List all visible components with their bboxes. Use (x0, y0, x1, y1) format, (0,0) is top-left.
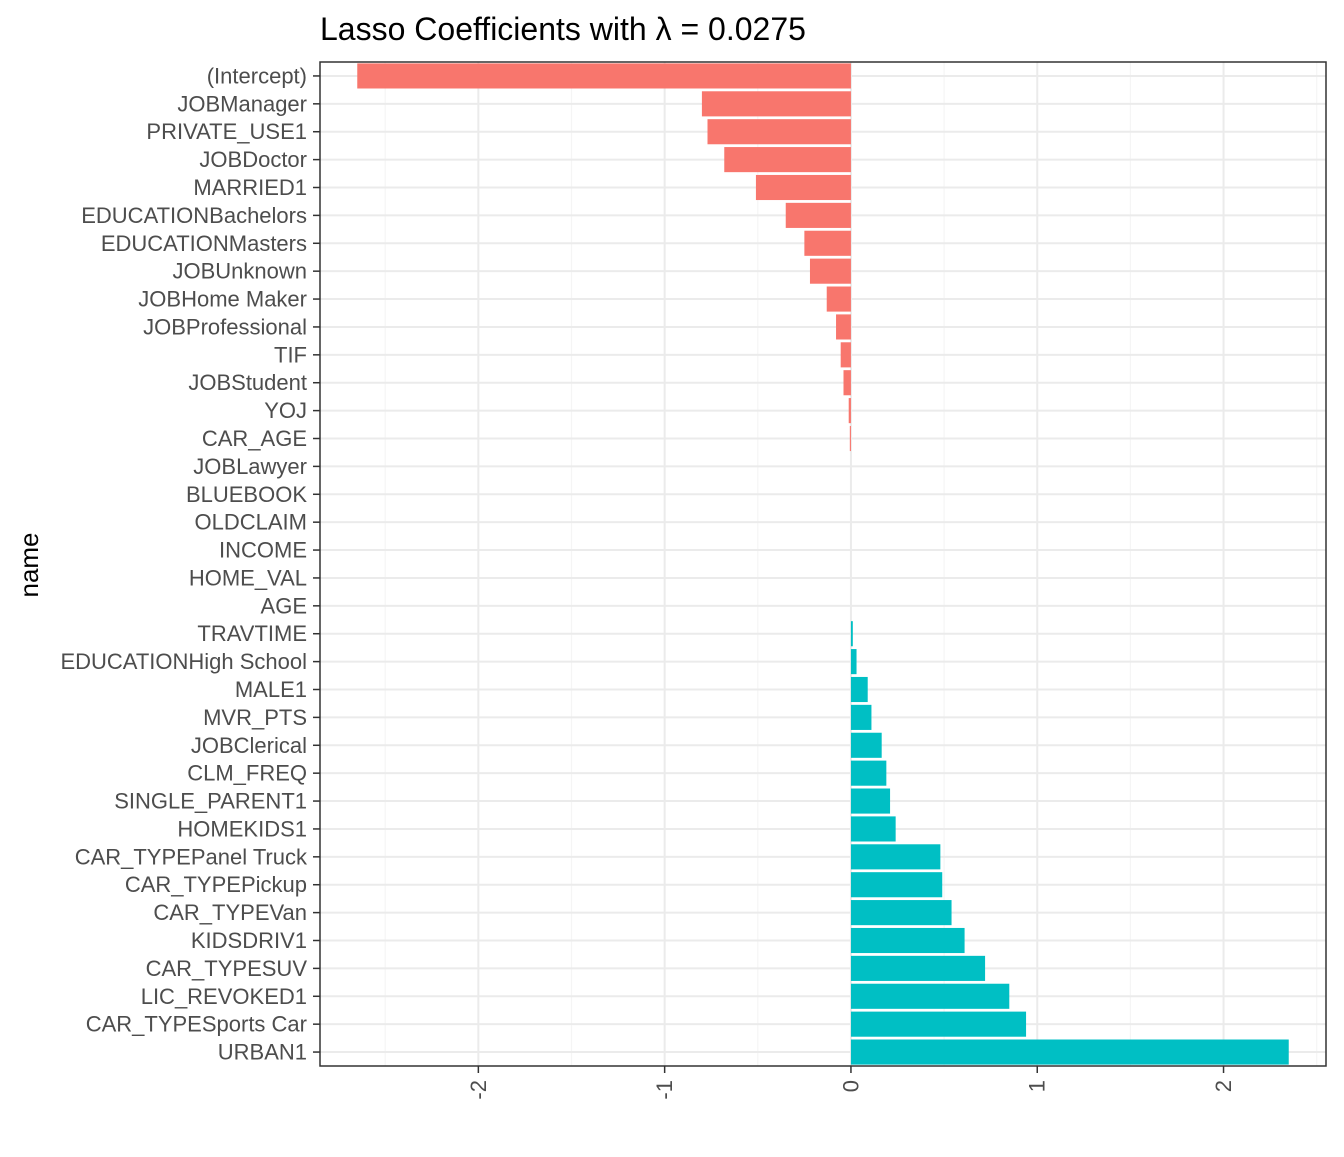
y-tick-label: URBAN1 (218, 1040, 307, 1065)
y-tick-label: TRAVTIME (197, 621, 307, 646)
bar (850, 900, 952, 926)
chart-title: Lasso Coefficients with λ = 0.0275 (320, 11, 806, 47)
y-tick-label: CAR_TYPEVan (153, 900, 307, 925)
bar (849, 425, 851, 452)
y-tick-label: CAR_AGE (202, 426, 307, 451)
y-tick-label: MARRIED1 (193, 175, 307, 200)
bar (850, 1039, 1289, 1065)
bar (785, 202, 851, 228)
bar (850, 704, 872, 730)
y-tick-label: JOBDoctor (199, 147, 307, 172)
bar (850, 872, 943, 898)
y-tick-label: CAR_TYPESUV (146, 956, 308, 981)
y-tick-label: MVR_PTS (203, 705, 307, 730)
x-tick-label: 0 (838, 1080, 863, 1092)
y-tick-label: JOBClerical (191, 733, 307, 758)
bar (724, 147, 851, 173)
y-tick-label: CAR_TYPEPanel Truck (75, 844, 308, 869)
y-tick-label: BLUEBOOK (186, 482, 307, 507)
panel-background (320, 62, 1326, 1066)
bar (850, 788, 891, 814)
bar (701, 91, 851, 117)
bar (850, 844, 941, 870)
bar (850, 955, 986, 981)
y-tick-label: JOBUnknown (172, 259, 307, 284)
bar (836, 314, 851, 340)
bar (707, 119, 851, 145)
bar (840, 342, 851, 368)
bar (850, 621, 853, 647)
y-tick-label: JOBManager (177, 91, 307, 116)
y-tick-label: KIDSDRIV1 (191, 928, 307, 953)
bar (850, 732, 882, 758)
bar (804, 230, 851, 256)
plot-panel: (Intercept) JOBManager PRIVATE_USE1 JOBDoct… (60, 61, 1327, 1100)
y-tick-label: JOBStudent (188, 370, 307, 395)
y-tick-label: PRIVATE_USE1 (146, 119, 307, 144)
y-tick-label: (Intercept) (207, 63, 307, 88)
y-tick-label: EDUCATIONMasters (101, 231, 307, 256)
y-tick-label: OLDCLAIM (195, 510, 307, 535)
bar (850, 983, 1010, 1009)
panel-border (319, 61, 1327, 1067)
y-tick-label: SINGLE_PARENT1 (114, 789, 307, 814)
bar (755, 174, 851, 201)
x-tick-label: -1 (652, 1080, 677, 1100)
bar (850, 927, 965, 954)
bar (850, 816, 896, 842)
bar (826, 286, 851, 312)
bar (850, 676, 868, 703)
y-tick-label: AGE (261, 593, 307, 618)
y-tick-label: HOMEKIDS1 (177, 816, 307, 841)
bar (850, 760, 887, 786)
y-tick-label: JOBLawyer (193, 454, 307, 479)
y-tick-label: LIC_REVOKED1 (141, 984, 307, 1009)
x-tick-label: -2 (466, 1080, 491, 1100)
y-tick-label: CAR_TYPEPickup (125, 872, 307, 897)
y-tick-label: EDUCATIONHigh School (60, 649, 307, 674)
y-tick-label: INCOME (219, 538, 307, 563)
y-tick-label: EDUCATIONBachelors (81, 203, 307, 228)
y-tick-label: HOME_VAL (189, 565, 307, 590)
y-tick-label: JOBProfessional (143, 314, 307, 339)
x-tick-label: 1 (1025, 1080, 1050, 1092)
bar (848, 398, 851, 424)
bar (843, 370, 851, 396)
y-tick-label: YOJ (264, 398, 307, 423)
bar (850, 1011, 1027, 1037)
y-tick-label: TIF (274, 342, 307, 367)
bar (850, 649, 857, 675)
bar (357, 63, 851, 89)
y-tick-label: JOBHome Maker (138, 287, 307, 312)
y-axis-title: name (14, 532, 44, 597)
y-tick-label: CAR_TYPESports Car (86, 1012, 307, 1037)
y-tick-label: CLM_FREQ (187, 761, 307, 786)
y-tick-label: MALE1 (235, 677, 307, 702)
bar (809, 258, 851, 284)
x-tick-label: 2 (1211, 1080, 1236, 1092)
